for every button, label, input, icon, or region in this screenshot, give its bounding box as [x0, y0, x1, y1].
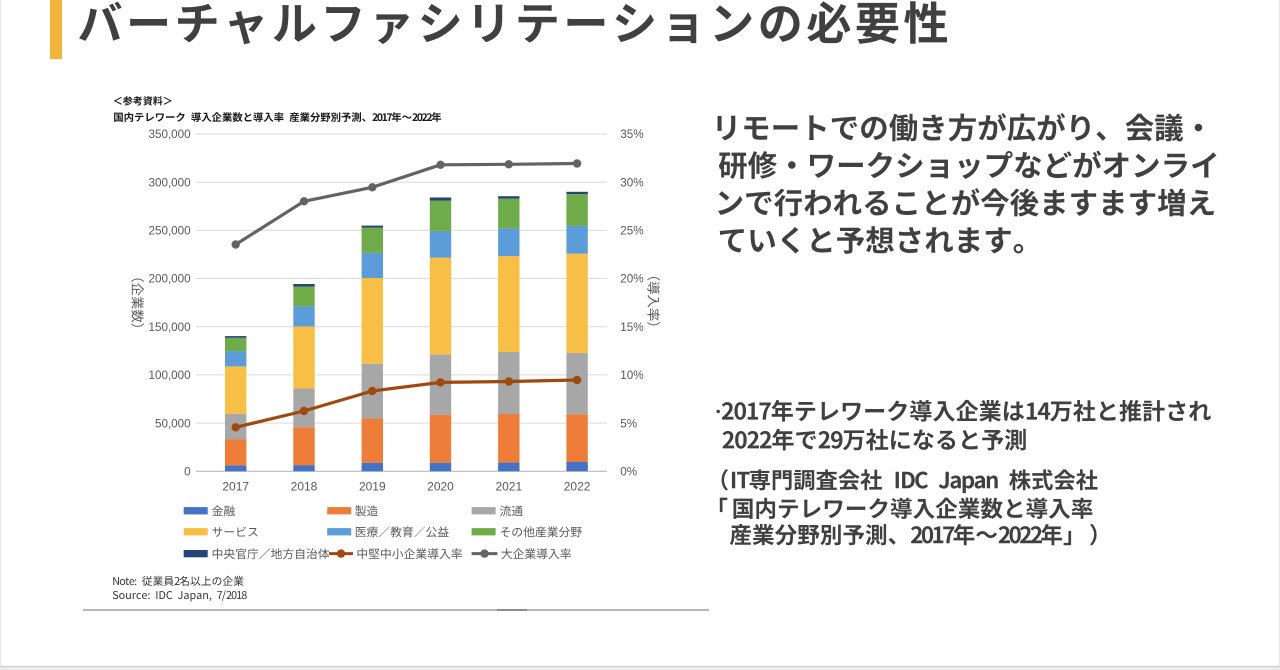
svg-text:35%: 35%: [620, 128, 643, 141]
svg-text:30%: 30%: [620, 176, 643, 189]
svg-text:2018: 2018: [291, 480, 318, 494]
svg-text:20%: 20%: [620, 273, 643, 286]
svg-text:2022: 2022: [564, 480, 591, 494]
svg-text:25%: 25%: [620, 225, 643, 238]
svg-text:2020: 2020: [427, 480, 454, 494]
svg-text:0: 0: [184, 466, 191, 479]
svg-text:300,000: 300,000: [148, 176, 191, 189]
svg-text:2019: 2019: [359, 480, 386, 494]
svg-text:100,000: 100,000: [148, 369, 191, 382]
svg-text:250,000: 250,000: [148, 225, 191, 238]
svg-text:5%: 5%: [620, 417, 637, 430]
svg-text:10%: 10%: [620, 369, 643, 382]
svg-text:15%: 15%: [620, 321, 643, 334]
svg-text:2017: 2017: [222, 480, 249, 494]
svg-text:350,000: 350,000: [148, 128, 191, 141]
svg-text:2021: 2021: [495, 480, 522, 494]
svg-text:50,000: 50,000: [155, 417, 191, 430]
svg-text:150,000: 150,000: [148, 321, 191, 334]
svg-text:200,000: 200,000: [148, 273, 191, 286]
svg-text:0%: 0%: [620, 466, 637, 479]
